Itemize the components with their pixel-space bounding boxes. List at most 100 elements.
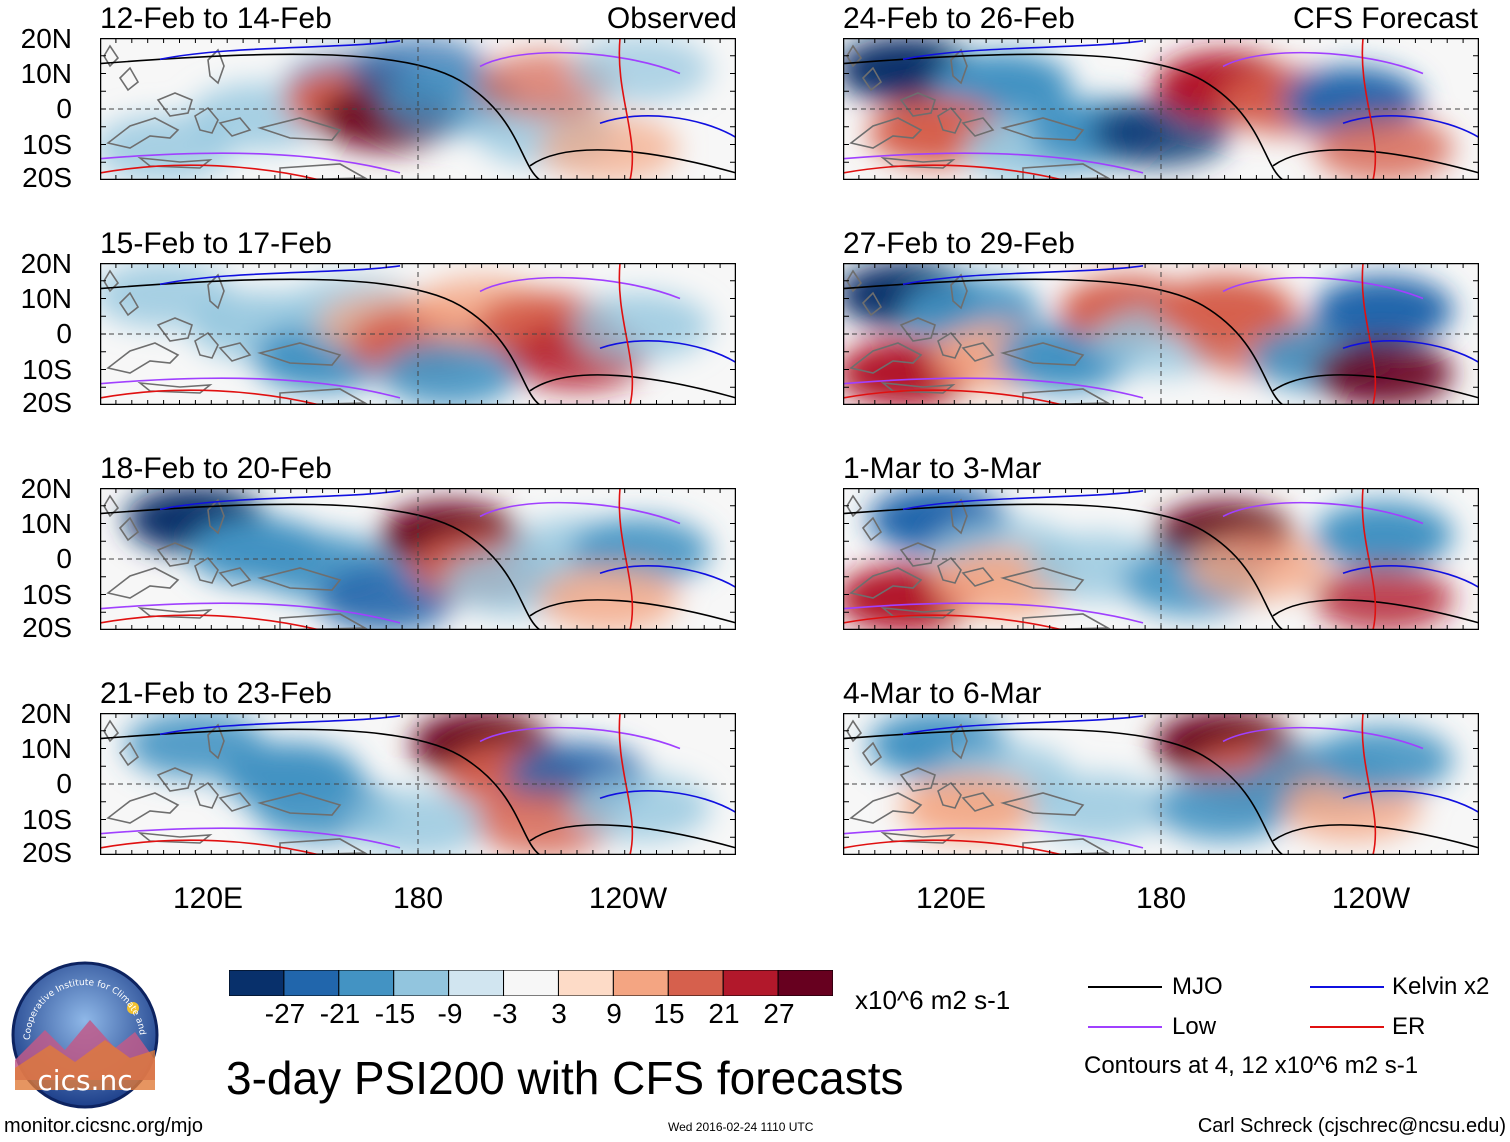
coastline	[279, 163, 368, 180]
contour-line	[843, 503, 1284, 630]
contour-line	[843, 53, 1284, 180]
contour-line	[599, 790, 736, 814]
contour-line	[902, 40, 1144, 61]
coastline	[218, 567, 252, 587]
coastline	[194, 106, 219, 134]
lon-label-120w-right: 120W	[1331, 882, 1411, 915]
colorbar-tick-1: -27	[264, 998, 306, 1029]
coastline	[279, 613, 368, 630]
colorbar-tick-6: 3	[551, 998, 567, 1029]
anomaly-blob	[1313, 501, 1454, 570]
panel-title-8: 4-Mar to 6-Mar	[843, 677, 1042, 710]
coastline	[899, 317, 936, 342]
panel-title-3: 15-Feb to 17-Feb	[100, 227, 332, 260]
coastline	[194, 556, 219, 584]
colorbar-swatch	[777, 969, 834, 997]
colorbar-swatch	[393, 969, 450, 997]
colorbar	[228, 969, 834, 997]
map-panel-6	[843, 488, 1479, 630]
map-frame	[843, 488, 1479, 630]
colorbar-bar	[228, 969, 834, 997]
contour-line	[843, 602, 1144, 624]
contour-line	[100, 827, 401, 849]
panel-label-observed: Observed	[606, 2, 737, 35]
lon-label-120e-left: 120E	[172, 882, 244, 915]
coastline	[106, 117, 180, 149]
lat-label-10s: 10S	[22, 129, 72, 160]
coastline	[156, 317, 193, 342]
lat-label-20s: 20S	[22, 837, 72, 868]
anomaly-blob	[1186, 532, 1327, 601]
contour-line	[100, 839, 321, 855]
contour-line	[1361, 488, 1377, 630]
coastline	[1022, 613, 1111, 630]
panel-title-5: 18-Feb to 20-Feb	[100, 452, 332, 485]
coastline	[937, 331, 962, 359]
coastline	[1000, 117, 1085, 141]
contour-line	[1272, 599, 1479, 624]
legend-line-er	[1310, 1026, 1384, 1028]
coastline	[880, 831, 956, 844]
contour-line	[599, 115, 736, 139]
coastline	[106, 792, 180, 824]
footer-author: Carl Schreck (cjschrec@ncsu.edu)	[1197, 1115, 1506, 1137]
contour-line	[529, 599, 736, 624]
lat-label-10n: 10N	[20, 58, 72, 89]
contour-line	[159, 40, 401, 61]
contour-line	[1342, 340, 1479, 364]
contour-line	[843, 377, 1144, 399]
contour-line	[902, 265, 1144, 286]
coastline	[880, 381, 956, 394]
coastline	[899, 767, 936, 792]
colorbar-tick-10: 27	[763, 998, 795, 1029]
coastline	[137, 606, 213, 619]
lat-label-20s: 20S	[22, 612, 72, 643]
map-frame	[100, 488, 736, 630]
coastline	[218, 792, 252, 812]
footer-url[interactable]: monitor.cicsnc.org/mjo	[4, 1115, 203, 1137]
coastline	[106, 342, 180, 374]
anomaly-blob	[900, 773, 1041, 842]
contour-line	[1361, 263, 1377, 405]
coastline	[194, 781, 219, 809]
anomaly-blob	[1313, 339, 1454, 405]
lon-label-180-left: 180	[392, 882, 444, 915]
colorbar-tick-7: 9	[606, 998, 622, 1029]
contour-line	[100, 278, 541, 405]
contour-line	[843, 614, 1064, 630]
coastline	[118, 66, 140, 92]
contour-line	[902, 490, 1144, 511]
anomaly-blob	[1313, 114, 1454, 180]
colorbar-swatch	[612, 969, 669, 997]
coastline	[279, 388, 368, 405]
colorbar-tick-3: -15	[374, 998, 416, 1029]
anomaly-blob	[570, 38, 711, 104]
colorbar-tick-4: -9	[437, 998, 463, 1029]
contour-line	[100, 602, 401, 624]
map-frame	[843, 263, 1479, 405]
colorbar-swatch	[283, 969, 340, 997]
map-panel-2	[843, 38, 1479, 180]
coastline	[899, 92, 936, 117]
contour-line	[479, 726, 681, 750]
contour-line	[1222, 501, 1424, 525]
coastline	[279, 838, 368, 855]
contour-line	[1342, 790, 1479, 814]
lat-label-20n: 20N	[20, 23, 72, 54]
coastline	[137, 381, 213, 394]
map-frame	[100, 713, 736, 855]
coastline	[899, 542, 936, 567]
footer-timestamp: Wed 2016-02-24 1110 UTC	[668, 1120, 814, 1134]
anomaly-blob	[570, 292, 711, 361]
coastline	[1000, 792, 1085, 816]
coastline	[861, 516, 883, 542]
contour-line	[1222, 726, 1424, 750]
lat-label-10s: 10S	[22, 804, 72, 835]
map-field-svg	[100, 38, 736, 180]
contour-line	[1272, 824, 1479, 849]
colorbar-tick-2: -21	[319, 998, 361, 1029]
contour-line	[479, 501, 681, 525]
coastline	[849, 567, 923, 599]
coastline	[1022, 838, 1111, 855]
legend-line-mjo	[1088, 986, 1162, 988]
